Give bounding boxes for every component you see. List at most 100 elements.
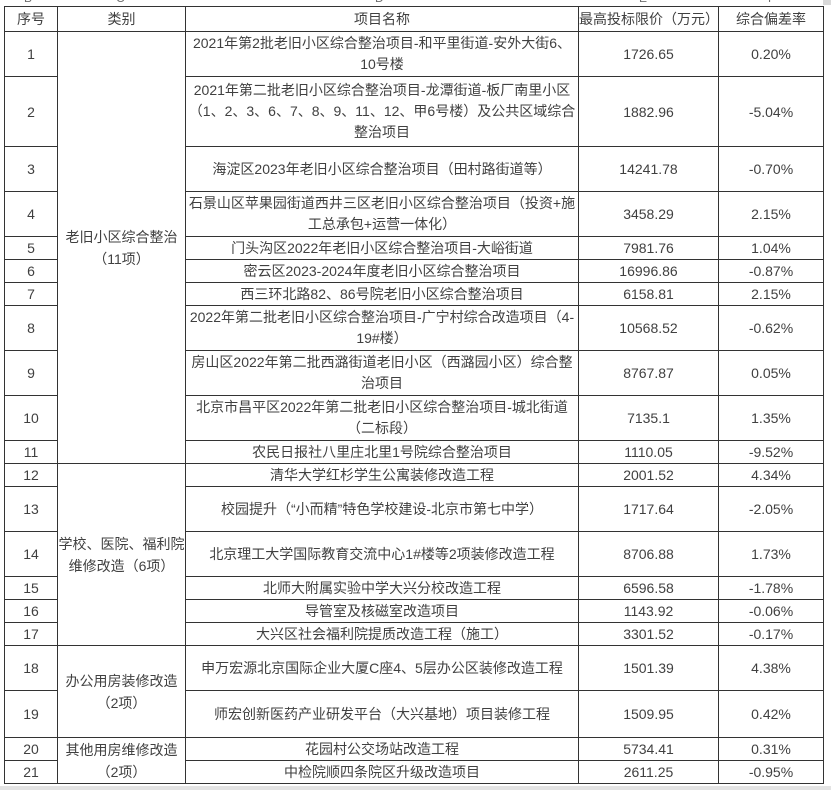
max-bid-price: 1501.39 [578,645,719,691]
project-name: 中检院顺四条院区升级改造项目 [185,760,579,784]
row-number: 13 [4,486,58,532]
table-row: 15 北师大附属实验中学大兴分校改造工程 6596.58 -1.78% [4,576,824,600]
row-number: 3 [4,146,58,192]
row-number: 5 [4,236,58,260]
deviation-rate: 0.31% [718,737,824,761]
deviation-rate: -0.06% [718,599,824,623]
col-header-category: 类别 [57,6,186,32]
category-cell: 其他用房维修改造（2项） [57,737,186,784]
table-row: 18 办公用房装修改造（2项） 申万宏源北京国际企业大厦C座4、5层办公区装修改… [4,645,824,738]
table-row: 3 海淀区2023年老旧小区综合整治项目（田村路街道等） 14241.78 -0… [4,146,824,192]
max-bid-price: 16996.86 [578,259,719,283]
table-row: 14 北京理工大学国际教育交流中心1#楼等2项装修改造工程 8706.88 1.… [4,531,824,577]
table-row: 10 北京市昌平区2022年第二批老旧小区综合整治项目-城北街道（二标段） 71… [4,395,824,441]
row-number: 9 [4,350,58,396]
table-row: 6 密云区2023-2024年度老旧小区综合整治项目 16996.86 -0.8… [4,259,824,283]
deviation-rate: -5.04% [718,76,824,147]
project-name: 北京理工大学国际教育交流中心1#楼等2项装修改造工程 [185,531,579,577]
max-bid-price: 7135.1 [578,395,719,441]
max-bid-price: 1717.64 [578,486,719,532]
project-name: 2022年第二批老旧小区综合整治项目-广宁村综合改造项目（4-19#楼） [185,305,579,351]
project-name: 校园提升（“小而精”特色学校建设-北京市第七中学） [185,486,579,532]
table-row: 12 学校、医院、福利院维修改造（6项） 清华大学红杉学生公寓装修改造工程 20… [4,463,824,646]
deviation-rate: -9.52% [718,440,824,464]
row-number: 2 [4,76,58,147]
bottom-edge-strip [0,786,831,790]
max-bid-price: 14241.78 [578,146,719,192]
row-number: 6 [4,259,58,283]
project-name: 北师大附属实验中学大兴分校改造工程 [185,576,579,600]
deviation-rate: 0.42% [718,690,824,738]
max-bid-price: 2611.25 [578,760,719,784]
max-bid-price: 8706.88 [578,531,719,577]
col-header-index: 序号 [4,6,58,32]
row-number: 1 [4,31,58,77]
project-name: 海淀区2023年老旧小区综合整治项目（田村路街道等） [185,146,579,192]
deviation-rate: 1.73% [718,531,824,577]
max-bid-price: 1509.95 [578,690,719,738]
row-number: 17 [4,622,58,646]
deviation-rate: 2.15% [718,191,824,237]
project-name: 2021年第2批老旧小区综合整治项目-和平里街道-安外大街6、10号楼 [185,31,579,77]
deviation-rate: 2.15% [718,282,824,306]
max-bid-price: 7981.76 [578,236,719,260]
column-letter-d: D [375,0,384,5]
row-number: 21 [4,760,58,784]
project-name: 导管室及核磁室改造项目 [185,599,579,623]
col-header-project-name: 项目名称 [185,6,579,32]
table-row: 17 大兴区社会福利院提质改造工程（施工） 3301.52 -0.17% [4,622,824,646]
project-name: 花园村公交场站改造工程 [185,737,579,761]
table-row: 13 校园提升（“小而精”特色学校建设-北京市第七中学） 1717.64 -2.… [4,486,824,532]
max-bid-price: 3301.52 [578,622,719,646]
table-row: 5 门头沟区2022年老旧小区综合整治项目-大峪街道 7981.76 1.04% [4,236,824,260]
project-name: 2021年第二批老旧小区综合整治项目-龙潭街道-板厂南里小区（1、2、3、6、7… [185,76,579,147]
deviation-rate: -1.78% [718,576,824,600]
deviation-rate: -2.05% [718,486,824,532]
max-bid-price: 1726.65 [578,31,719,77]
table-row: 20 其他用房维修改造（2项） 花园村公交场站改造工程 5734.41 0.31… [4,737,824,784]
deviation-rate: 1.35% [718,395,824,441]
column-letter-b: B [24,0,32,5]
col-header-max-price: 最高投标限价（万元） [578,6,719,32]
max-bid-price: 1882.96 [578,76,719,147]
row-number: 10 [4,395,58,441]
row-number: 11 [4,440,58,464]
spreadsheet-top-edge: B C D E F [0,0,831,6]
col-header-deviation: 综合偏差率 [718,6,824,32]
max-bid-price: 1110.05 [578,440,719,464]
column-letter-e: E [639,0,647,5]
max-bid-price: 6596.58 [578,576,719,600]
deviation-rate: 4.38% [718,645,824,691]
row-number: 15 [4,576,58,600]
deviation-rate: 1.04% [718,236,824,260]
deviation-rate: -0.87% [718,259,824,283]
project-name: 门头沟区2022年老旧小区综合整治项目-大峪街道 [185,236,579,260]
table-row: 8 2022年第二批老旧小区综合整治项目-广宁村综合改造项目（4-19#楼） 1… [4,305,824,351]
deviation-rate: -0.95% [718,760,824,784]
row-number: 20 [4,737,58,761]
deviation-rate: -0.70% [718,146,824,192]
category-cell: 办公用房装修改造（2项） [57,645,186,738]
deviation-rate: 0.20% [718,31,824,77]
max-bid-price: 1143.92 [578,599,719,623]
row-number: 14 [4,531,58,577]
project-name: 师宏创新医药产业研发平台（大兴基地）项目装修工程 [185,690,579,738]
table-row: 4 石景山区苹果园街道西井三区老旧小区综合整治项目（投资+施工总承包+运营一体化… [4,191,824,237]
category-cell: 学校、医院、福利院维修改造（6项） [57,463,186,646]
deviation-rate: 0.05% [718,350,824,396]
table-row: 11 农民日报社八里庄北里1号院综合整治项目 1110.05 -9.52% [4,440,824,464]
table-row: 19 师宏创新医药产业研发平台（大兴基地）项目装修工程 1509.95 0.42… [4,690,824,738]
project-name: 大兴区社会福利院提质改造工程（施工） [185,622,579,646]
max-bid-price: 2001.52 [578,463,719,487]
column-letter-f: F [768,0,775,5]
deviation-rate: -0.17% [718,622,824,646]
category-cell: 老旧小区综合整治（11项） [57,31,186,464]
row-number: 19 [4,690,58,738]
row-number: 8 [4,305,58,351]
project-name: 石景山区苹果园街道西井三区老旧小区综合整治项目（投资+施工总承包+运营一体化） [185,191,579,237]
deviation-rate: -0.62% [718,305,824,351]
project-name: 农民日报社八里庄北里1号院综合整治项目 [185,440,579,464]
max-bid-price: 6158.81 [578,282,719,306]
column-letter-c: C [116,0,125,5]
table-row: 21 中检院顺四条院区升级改造项目 2611.25 -0.95% [4,760,824,784]
